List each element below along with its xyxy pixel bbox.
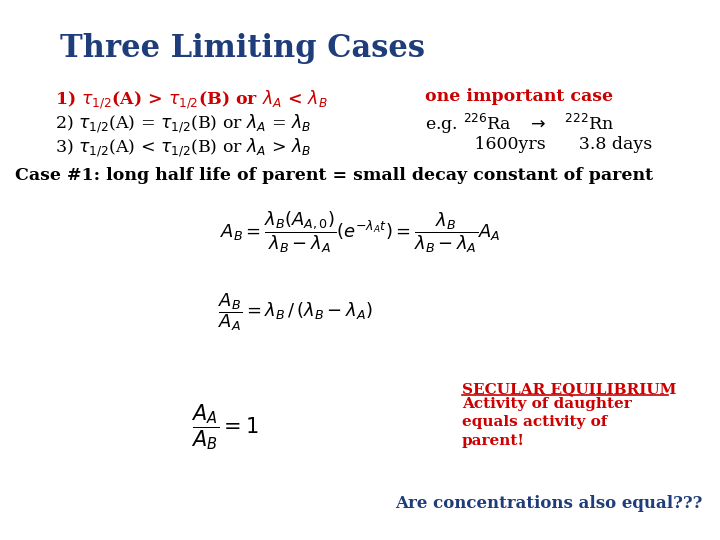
Text: 1) $\tau_{1/2}$(A) > $\tau_{1/2}$(B) or $\lambda_A$ < $\lambda_B$: 1) $\tau_{1/2}$(A) > $\tau_{1/2}$(B) or …	[55, 88, 328, 111]
Text: 2) $\tau_{1/2}$(A) = $\tau_{1/2}$(B) or $\lambda_A$ = $\lambda_B$: 2) $\tau_{1/2}$(A) = $\tau_{1/2}$(B) or …	[55, 112, 311, 134]
Text: e.g. $^{226}$Ra   $\rightarrow$   $^{222}$Rn: e.g. $^{226}$Ra $\rightarrow$ $^{222}$Rn	[425, 112, 614, 136]
Text: $\dfrac{A_B}{A_A} = \lambda_B\,/\,(\lambda_B - \lambda_A)$: $\dfrac{A_B}{A_A} = \lambda_B\,/\,(\lamb…	[217, 291, 372, 333]
Text: Case #1: long half life of parent = small decay constant of parent: Case #1: long half life of parent = smal…	[15, 167, 653, 184]
Text: $A_B = \dfrac{\lambda_B(A_{A,0})}{\lambda_B - \lambda_A}\left(e^{-\lambda_A t}\r: $A_B = \dfrac{\lambda_B(A_{A,0})}{\lambd…	[220, 210, 500, 254]
Text: one important case: one important case	[425, 88, 613, 105]
Text: $\dfrac{A_A}{A_B} = 1$: $\dfrac{A_A}{A_B} = 1$	[192, 402, 258, 452]
Text: Activity of daughter
equals activity of
parent!: Activity of daughter equals activity of …	[462, 397, 631, 448]
Text: 3) $\tau_{1/2}$(A) < $\tau_{1/2}$(B) or $\lambda_A$ > $\lambda_B$: 3) $\tau_{1/2}$(A) < $\tau_{1/2}$(B) or …	[55, 136, 311, 159]
Text: 1600yrs      3.8 days: 1600yrs 3.8 days	[425, 136, 652, 153]
Text: Three Limiting Cases: Three Limiting Cases	[60, 33, 425, 64]
Text: Are concentrations also equal???: Are concentrations also equal???	[395, 495, 703, 512]
Text: SECULAR EQUILIBRIUM: SECULAR EQUILIBRIUM	[462, 382, 677, 396]
